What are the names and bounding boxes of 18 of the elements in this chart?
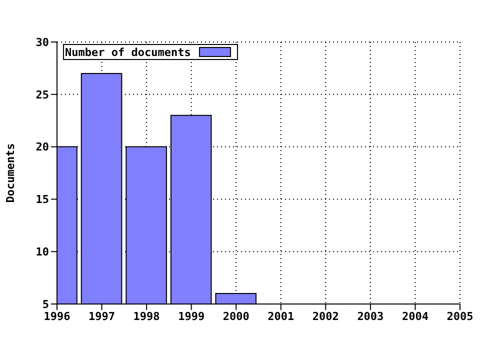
y-tick-label: 15 — [36, 193, 49, 206]
x-tick-label: 2001 — [268, 310, 295, 323]
y-tick-label: 5 — [42, 298, 49, 311]
x-tick-label: 2002 — [312, 310, 339, 323]
y-tick-label: 25 — [36, 88, 49, 102]
x-tick-label: 2005 — [446, 310, 474, 323]
legend-label: Number of documents — [65, 46, 191, 58]
x-tick-label: 1996 — [44, 310, 71, 323]
y-tick-label: 30 — [36, 36, 49, 49]
y-tick-label: 10 — [36, 246, 49, 259]
y-tick-label: 20 — [36, 140, 49, 154]
x-tick-label: 2003 — [357, 310, 384, 323]
y-axis-title: Documents — [4, 143, 17, 203]
x-tick-label: 2004 — [402, 310, 429, 323]
x-tick-label: 2000 — [222, 310, 250, 323]
x-tick-label: 1998 — [133, 310, 160, 323]
x-tick-label: 1999 — [178, 310, 205, 323]
x-tick-label: 1997 — [88, 310, 116, 323]
